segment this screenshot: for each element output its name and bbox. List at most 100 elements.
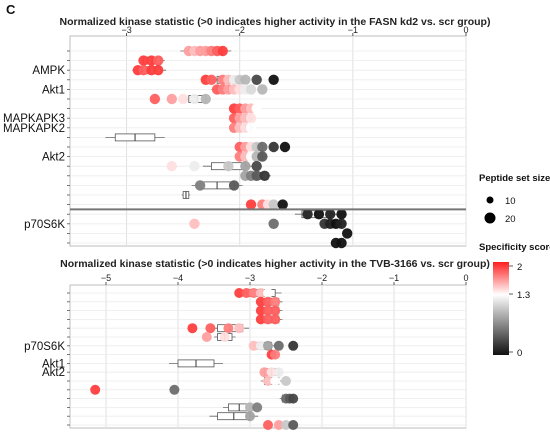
data-point xyxy=(255,314,266,325)
data-point xyxy=(257,141,268,153)
size-legend-dot-small xyxy=(486,196,494,204)
data-point xyxy=(248,288,259,298)
data-point xyxy=(234,288,245,298)
data-point xyxy=(149,93,161,105)
kinase-label: MAPKAPK2 xyxy=(3,123,65,135)
kinase-label: Akt1 xyxy=(42,84,65,96)
data-point xyxy=(187,323,198,334)
data-point xyxy=(217,45,228,57)
kinase-label: AMPK xyxy=(32,65,65,77)
data-point xyxy=(245,113,257,124)
data-point xyxy=(270,296,281,307)
data-point xyxy=(251,161,262,172)
color-legend-label-high: 2 xyxy=(517,262,522,273)
data-point xyxy=(189,93,200,105)
data-point xyxy=(277,199,288,210)
data-point xyxy=(263,420,273,430)
data-point xyxy=(228,180,240,191)
data-point xyxy=(268,199,279,210)
x-tick-label: −2 xyxy=(235,25,245,35)
data-point xyxy=(255,288,266,298)
data-point xyxy=(288,420,299,430)
x-tick-label: −5 xyxy=(101,273,111,283)
data-point xyxy=(201,332,212,342)
data-point xyxy=(189,218,200,229)
data-point xyxy=(153,55,164,66)
kinase-label: MAPKAPK3 xyxy=(3,113,65,125)
data-point xyxy=(251,103,262,114)
data-point xyxy=(273,420,284,430)
legend: Peptide set size 10 20 Specificity score… xyxy=(479,173,550,359)
data-point xyxy=(270,314,281,325)
x-tick-label: −3 xyxy=(245,273,255,283)
data-point xyxy=(255,340,266,351)
data-point xyxy=(259,170,270,181)
data-point xyxy=(336,237,347,249)
data-point xyxy=(259,367,270,378)
kinase-label: Akt1 xyxy=(42,358,65,370)
x-tick-label: −3 xyxy=(121,25,131,35)
data-point xyxy=(288,393,299,404)
data-point xyxy=(240,161,251,172)
data-point xyxy=(241,288,252,298)
kinase-label: p70S6K xyxy=(24,219,65,231)
x-tick-label: −2 xyxy=(317,273,327,283)
x-tick-label: −1 xyxy=(389,273,399,283)
size-legend-label-small: 10 xyxy=(505,196,516,207)
data-point xyxy=(241,340,252,351)
data-point xyxy=(281,420,291,430)
data-point xyxy=(270,376,281,386)
color-legend-bar xyxy=(493,262,509,355)
data-point xyxy=(263,296,273,307)
data-point xyxy=(268,218,279,229)
data-point xyxy=(90,384,101,395)
bottom-chart-title: Normalized kinase statistic (>0 indicate… xyxy=(60,258,490,270)
data-point xyxy=(245,122,257,133)
data-point xyxy=(251,74,262,86)
data-point xyxy=(263,314,273,325)
data-point xyxy=(234,323,245,334)
data-point xyxy=(223,161,234,172)
data-point xyxy=(189,161,200,172)
data-point xyxy=(273,340,284,351)
data-point xyxy=(205,323,216,334)
data-point xyxy=(263,305,273,316)
x-tick-label: −4 xyxy=(173,273,183,283)
data-point xyxy=(138,55,149,66)
data-point xyxy=(336,218,347,229)
color-legend-label-mid: 1.3 xyxy=(517,290,530,301)
data-point xyxy=(268,141,279,153)
kinase-label: Akt2 xyxy=(42,367,65,379)
data-point xyxy=(263,340,273,351)
size-legend-title: Peptide set size xyxy=(479,173,550,184)
data-point xyxy=(268,74,279,86)
data-point xyxy=(279,141,291,153)
data-point xyxy=(169,384,180,395)
data-point xyxy=(153,65,164,76)
size-legend-dot-large xyxy=(484,212,496,224)
data-point xyxy=(219,332,230,342)
data-point xyxy=(245,84,257,95)
data-point xyxy=(302,209,313,220)
data-point xyxy=(342,228,353,239)
data-point xyxy=(336,209,347,220)
data-point xyxy=(270,305,281,316)
data-point xyxy=(273,367,284,378)
data-point xyxy=(206,74,217,86)
x-tick-label: −1 xyxy=(348,25,358,35)
x-tick-label: 0 xyxy=(463,25,468,35)
data-point xyxy=(270,349,281,360)
data-point xyxy=(255,296,266,307)
data-point xyxy=(245,411,255,422)
data-point xyxy=(240,74,251,86)
data-point xyxy=(200,93,211,105)
data-point xyxy=(257,151,268,162)
kinase-label: Akt2 xyxy=(42,152,65,164)
data-point xyxy=(166,161,178,172)
top-chart-title: Normalized kinase statistic (>0 indicate… xyxy=(60,16,491,28)
data-point xyxy=(263,288,273,298)
color-legend-label-low: 0 xyxy=(517,348,522,359)
